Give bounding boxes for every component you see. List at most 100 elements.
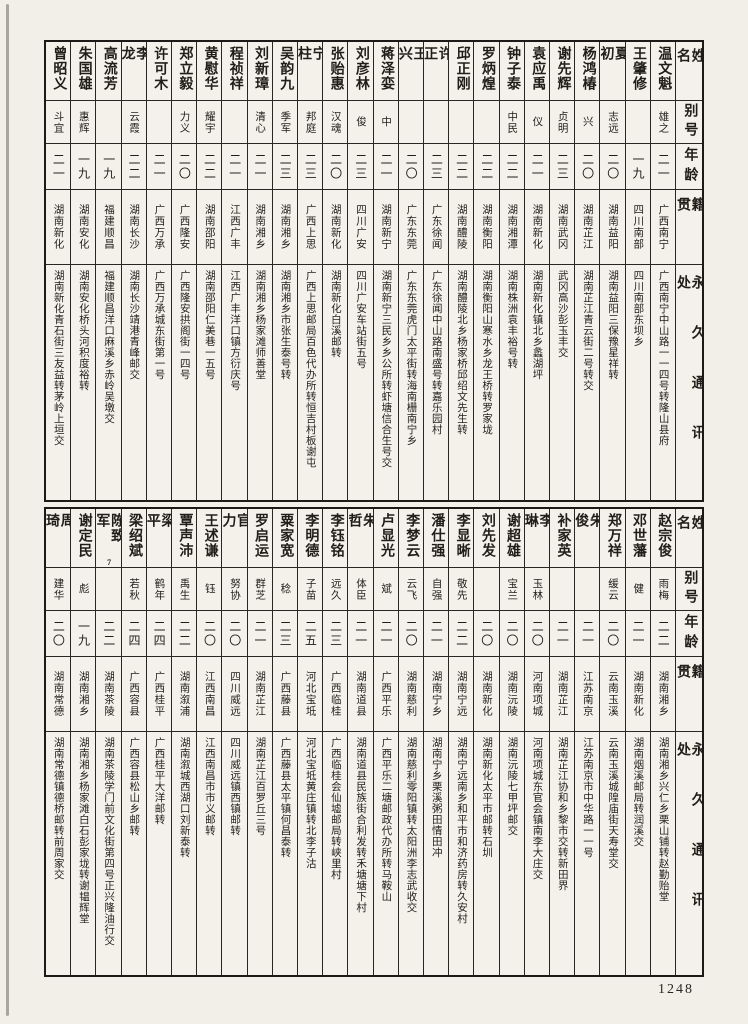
person-column: 朱俊 二一 江苏南京 江苏南京市中华路一一号 [574,509,600,975]
person-native-cell: 广西南宁 [650,190,675,265]
person-native-text: 广东东莞 [405,204,417,250]
person-name-cell: 夏初 [600,42,625,101]
person-native-cell: 广西上思 [297,190,323,265]
person-age-cell: 二二 [650,611,675,657]
person-age-cell: 二一 [45,144,71,190]
person-age-cell: 二〇 [398,611,423,657]
person-column: 夏初 志远 二〇 湖南益阳 湖南益阳三保豫星祥转 [599,42,625,500]
person-column: 李梦云 云飞 二〇 湖南慈利 湖南慈利零阳镇转太阳洲李志武收交 [397,509,423,975]
person-name-cell: 卢显光 [373,509,398,568]
person-age-text: 二〇 [51,619,66,648]
person-address-cell: 湖南湘乡市张生泰号转 [273,265,297,500]
person-column: 梁平 鹤年 二四 广西桂平 广西桂平大洋邮转 [145,509,171,975]
person-name-cell: 温文魁 [650,42,675,101]
person-age-text: 二一 [631,619,645,648]
person-address-cell: 河南项城东官会镇南李大庄交 [525,732,549,975]
person-age-cell: 二〇 [197,611,222,657]
person-alias-cell: 仪 [524,101,549,144]
person-native-cell: 湖南新化 [323,190,348,265]
person-native-cell: 广西临桂 [323,657,348,732]
person-age-text: 二〇 [202,619,217,648]
person-age-text: 二二 [177,619,192,648]
person-alias-cell [474,568,499,611]
person-age-cell: 二一 [650,144,675,190]
row-label-address: 永久通讯处 [676,742,702,942]
person-alias-text: 玉林 [531,577,543,601]
person-name-text: 李梦云 [404,513,420,558]
person-native-text: 湖南益阳 [607,204,618,250]
person-address-text: 湖南邵阳仁美巷一五号 [203,270,215,380]
person-native-text: 湖南安化 [77,204,89,250]
person-name-cell: 梁绍斌 [121,509,146,568]
person-address-cell: 湖南新化镇北乡蠡湖坪 [525,265,549,500]
person-name-text: 朱国雄 [76,46,92,91]
person-alias-cell: 邦庭 [297,101,323,144]
person-address-text: 福建顺昌洋口麻溪乡赤岭吴墩交 [103,270,115,424]
person-alias-cell [222,101,247,144]
person-alias-cell: 贞明 [549,101,575,144]
person-name-text: 蒋泽娈 [379,46,395,91]
person-name-cell: 李琳 [524,509,549,568]
person-name-cell: 罗炳煌 [474,42,499,101]
person-column: 朱哲 体臣 二一 湖南道县 湖南道县民族街合利发转禾塘塘下村 [347,509,373,975]
person-address-text: 湖南烟溪邮局转润溪交 [632,737,644,847]
person-alias-text: 云飞 [405,577,417,601]
person-alias-text: 季军 [279,110,291,134]
person-name-text: 钟子泰 [505,46,521,91]
person-name-text: 曾昭义 [51,46,67,91]
person-alias-cell: 建华 [45,568,71,611]
person-address-text: 湖南宁乡栗溪粥田情田冲 [430,737,442,858]
person-address-cell: 湖南醴陵北乡杨家桥邱绍文先生转 [449,265,473,500]
person-alias-text: 力义 [178,110,190,134]
person-native-text: 湖南湘乡 [279,204,291,250]
person-native-text: 江西广丰 [228,204,240,250]
person-age-cell: 二一 [373,611,398,657]
person-address-cell: 广东东莞虎门太平街转海南栅南宁乡 [399,265,423,500]
person-age-cell: 二〇 [45,611,71,657]
person-age-text: 二〇 [404,619,419,648]
person-column: 李显晰 敬先 二二 湖南宁远 湖南宁远南乡和平市和济药房转久安村 [448,509,474,975]
person-alias-cell: 汉魂 [323,101,348,144]
person-age-text: 二三 [278,619,293,648]
person-address-text: 广西上思邮局百色代办所转恒吉村板谢屯 [304,270,316,468]
person-alias-text: 缓云 [607,577,618,601]
person-age-cell: 二一 [247,611,272,657]
person-age-cell: 一九 [71,144,96,190]
person-native-cell: 湖南芷江 [247,657,272,732]
person-age-cell: 二〇 [474,611,499,657]
person-address-cell: 湖南新化太平市邮转石圳 [474,732,498,975]
person-age-text: 二〇 [479,619,494,648]
person-age-text: 二二 [126,152,141,181]
person-column: 李钰铭 远久 二三 广西临桂 广西临桂会仙墟邮局转峡里村 [322,509,348,975]
person-name-cell: 袁应禹 [524,42,549,101]
person-name-text: 刘彦林 [353,46,369,91]
person-native-text: 湖南长沙 [128,204,140,250]
person-age-cell: 二〇 [524,611,549,657]
person-name-cell: 周琦 [45,509,71,568]
row-label-name: 姓名 [676,509,702,568]
person-column: 许可木 二一 广西万承 广西万承城东街第一号 [145,42,171,500]
person-column: 赵宗俊 雨梅 二二 湖南湘乡 湖南湘乡兴仁乡栗山铺转赵勤贻堂 [649,509,675,975]
person-native-cell: 广西隆安 [171,190,197,265]
directory-table-lower: 姓名 别号 年龄 籍贯 永久通讯处 赵宗俊 雨梅 二二 湖南湘乡 湖南湘乡兴仁乡栗山铺转赵勤贻堂邓… [44,507,704,977]
person-native-cell: 湖南新化 [524,190,549,265]
person-alias-cell: 清心 [247,101,272,144]
person-name-cell: 杨鸿椿 [575,42,600,101]
person-age-cell: 二二 [121,144,146,190]
person-age-cell: 二四 [146,611,171,657]
person-address-text: 湖南湘乡杨家滩白石彭家垅转谢韫辉堂 [77,737,89,924]
person-age-cell: 二〇 [398,144,423,190]
person-age-text: 二三 [278,152,293,181]
person-address-text: 湖南道县民族街合利发转禾塘塘下村 [355,737,367,913]
person-alias-text: 禹生 [178,577,190,601]
person-age-text: 一九 [76,152,91,181]
person-name-text: 周琦 [45,513,71,541]
person-address-cell: 湖南益阳三保豫星祥转 [600,265,624,500]
person-native-text: 广西桂平 [153,671,165,717]
person-alias-cell [146,101,171,144]
person-native-text: 湖南湘乡 [657,671,669,717]
person-address-cell: 湖南宁乡栗溪粥田情田冲 [424,732,448,975]
person-name-text: 许正 [423,46,449,74]
person-column: 梁绍斌 若秋 二四 广西容县 广西容县松山乡邮转 [120,509,146,975]
person-native-text: 湖南芷江 [254,671,266,717]
